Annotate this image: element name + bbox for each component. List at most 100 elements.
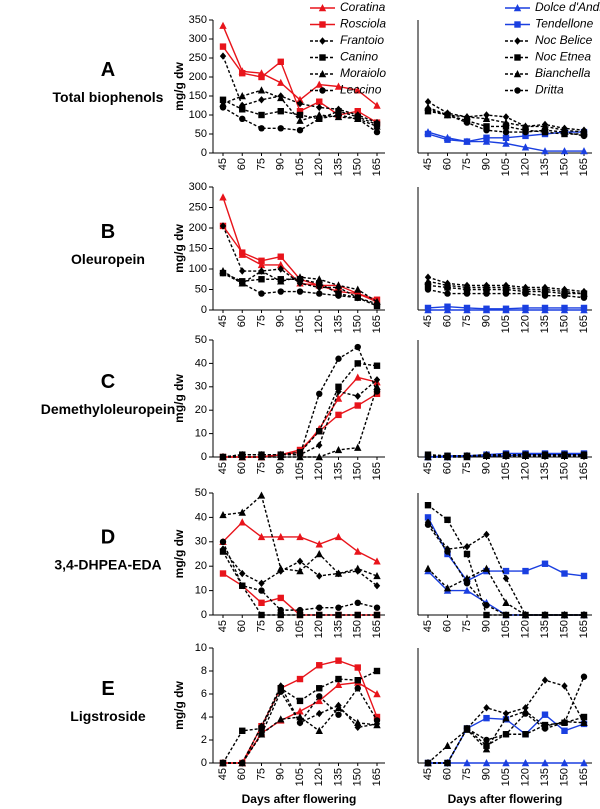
x-tick-label: 105: [294, 158, 306, 176]
marker: [463, 550, 471, 558]
marker: [258, 731, 265, 738]
marker: [561, 570, 568, 577]
y-tick-label: 0: [201, 451, 207, 463]
marker: [277, 265, 284, 273]
marker: [521, 143, 530, 151]
marker: [277, 58, 284, 65]
marker: [239, 759, 246, 767]
marker: [522, 731, 529, 738]
marker: [354, 285, 362, 293]
marker: [354, 290, 361, 297]
marker: [580, 673, 588, 680]
x-tick-label: 75: [461, 315, 473, 327]
marker: [315, 550, 323, 558]
marker: [444, 111, 451, 119]
marker: [514, 37, 521, 45]
marker: [258, 451, 265, 458]
marker: [257, 267, 266, 275]
marker: [316, 604, 323, 611]
marker: [502, 759, 510, 767]
y-tick-label: 250: [189, 201, 207, 213]
x-tick-label: 90: [275, 620, 287, 632]
marker: [257, 260, 266, 269]
marker: [541, 127, 549, 134]
marker: [238, 508, 246, 516]
x-tick-label: 135: [332, 620, 344, 638]
marker: [522, 128, 529, 136]
marker: [296, 675, 304, 683]
x-tick-label: 165: [371, 620, 383, 638]
marker: [335, 611, 342, 619]
y-tick-label: 50: [195, 128, 207, 140]
legend-label: Rosciola: [340, 17, 386, 31]
y-tick-label: 2: [201, 734, 207, 746]
marker: [239, 582, 246, 589]
y-tick-label: 40: [195, 357, 207, 369]
marker: [373, 297, 381, 305]
marker: [373, 717, 381, 724]
marker: [354, 373, 362, 381]
x-tick-label: 60: [441, 462, 453, 474]
marker: [354, 86, 362, 94]
marker: [354, 547, 362, 555]
marker: [463, 119, 471, 126]
marker: [580, 718, 588, 726]
x-tick-label: 75: [461, 462, 473, 474]
x-tick-label: 45: [422, 315, 434, 327]
marker: [296, 557, 304, 566]
marker: [513, 4, 522, 12]
y-tick-label: 8: [201, 665, 207, 677]
marker: [334, 569, 343, 577]
marker: [424, 130, 432, 138]
marker: [561, 451, 568, 458]
marker: [424, 304, 432, 312]
marker: [318, 70, 327, 78]
marker: [424, 273, 432, 281]
marker: [502, 113, 510, 121]
x-tick-label: 45: [217, 620, 229, 632]
marker: [335, 108, 342, 115]
marker: [239, 280, 246, 287]
x-tick-label: 105: [500, 768, 512, 786]
x-tick-label: 150: [558, 462, 570, 480]
marker: [296, 127, 304, 134]
x-tick-label: 165: [578, 462, 590, 480]
marker: [522, 451, 529, 458]
x-tick-label: 150: [558, 158, 570, 176]
x-tick-label: 150: [558, 620, 570, 638]
marker: [219, 269, 227, 277]
marker: [483, 704, 490, 712]
marker: [316, 662, 323, 669]
marker: [502, 118, 510, 126]
marker: [444, 290, 451, 297]
marker: [541, 560, 549, 567]
marker: [541, 304, 549, 312]
x-tick-label: 90: [480, 158, 492, 170]
x-tick-label: 135: [332, 158, 344, 176]
x-tick-label: 105: [500, 620, 512, 638]
legend-label: Canino: [340, 50, 378, 64]
marker: [258, 276, 265, 283]
x-tick-label: 90: [275, 768, 287, 780]
marker: [521, 122, 530, 130]
marker: [522, 567, 529, 575]
marker: [315, 80, 323, 88]
marker: [239, 569, 246, 578]
marker: [502, 123, 510, 130]
marker: [522, 710, 529, 717]
marker: [334, 281, 343, 289]
marker: [239, 249, 246, 256]
marker: [502, 128, 510, 136]
marker: [560, 147, 569, 155]
marker: [483, 611, 490, 619]
marker: [296, 111, 304, 119]
series-line: [428, 455, 584, 458]
marker: [424, 277, 432, 285]
y-tick-label: 150: [189, 90, 207, 102]
marker: [296, 288, 304, 295]
x-tick-label: 135: [539, 620, 551, 638]
series-line: [222, 272, 378, 307]
marker: [354, 108, 361, 115]
marker: [296, 108, 304, 115]
marker: [580, 289, 588, 297]
